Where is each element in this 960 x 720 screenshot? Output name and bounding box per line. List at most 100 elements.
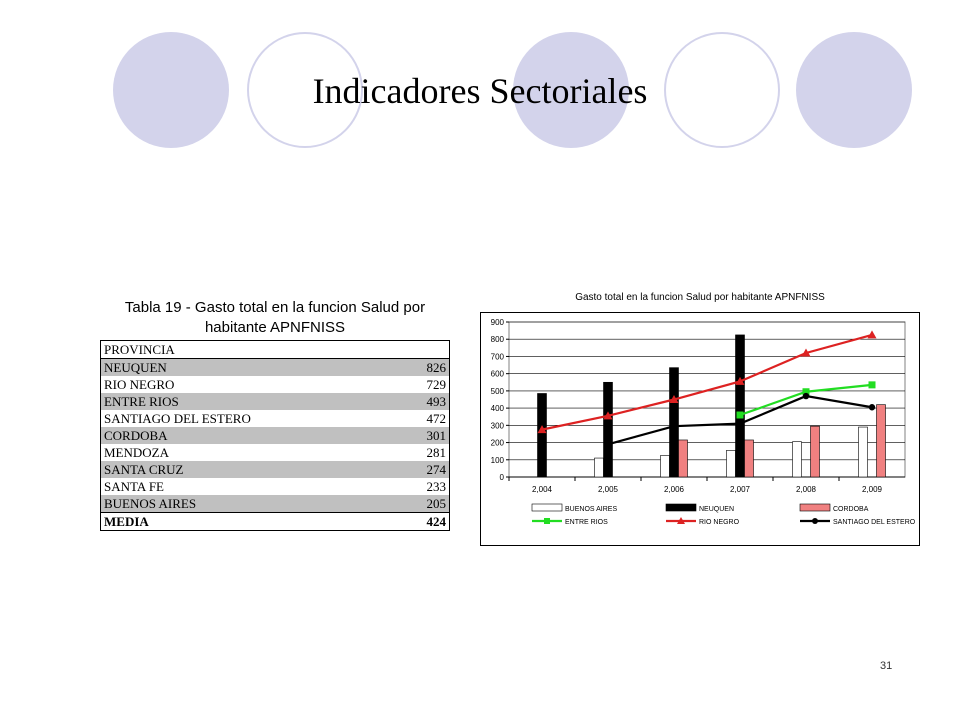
decor-circle-4	[664, 32, 780, 148]
y-tick-label: 300	[491, 421, 505, 430]
x-tick-label: 2,009	[862, 485, 883, 494]
table-caption-line2: habitante APNFNISS	[204, 319, 346, 336]
line-rio-negro	[541, 333, 873, 431]
y-tick-label: 800	[491, 335, 505, 344]
point-entre-rios	[802, 388, 810, 396]
table-header-row: PROVINCIA	[100, 340, 450, 359]
province-value-cell: 274	[403, 461, 450, 478]
province-value-cell: 472	[426, 411, 447, 426]
bar-buenos-aires	[726, 450, 736, 478]
y-tick-label: 900	[491, 318, 505, 327]
table-row: SANTIAGO DEL ESTERO 472	[101, 410, 450, 427]
table-header-cell: PROVINCIA	[100, 340, 450, 359]
province-name-cell: ENTRE RIOS	[100, 393, 403, 410]
chart-title: Gasto total en la funcion Salud por habi…	[575, 292, 825, 303]
legend-swatch-buenos-aires	[531, 503, 563, 512]
bar-neuquen	[735, 334, 745, 478]
bar-cordoba	[744, 439, 754, 478]
chart-svg: 0 100 200 300 400 500 600 700 800 900 2,004 2,005 2,…	[491, 318, 916, 526]
page-number: 31	[880, 660, 893, 672]
table-caption-line1: Tabla 19 - Gasto total en la funcion Sal…	[124, 299, 426, 316]
legend-label: SANTIAGO DEL ESTERO	[833, 519, 916, 526]
point-rio-negro	[867, 330, 877, 339]
table-row: NEUQUEN 826	[100, 358, 450, 376]
bar-cordoba	[810, 425, 820, 478]
province-value-cell: 281	[426, 445, 447, 460]
table-body: PROVINCIA NEUQUEN 826 RIO NEGRO 729 ENTRE RI…	[100, 340, 450, 531]
province-name-cell: SANTA FE	[104, 479, 164, 494]
legend-label: CORDOBA	[833, 506, 869, 513]
bar-neuquen	[537, 393, 547, 478]
bar-neuquen	[603, 381, 613, 478]
province-name-cell: MENDOZA	[104, 445, 169, 460]
decor-circle-1	[113, 32, 229, 148]
bar-buenos-aires	[660, 455, 670, 478]
point-santiago-del-estero	[736, 420, 744, 427]
legend-marker-entre-rios	[544, 518, 550, 524]
province-name-cell: SANTA CRUZ	[100, 461, 403, 478]
point-rio-negro	[537, 425, 547, 434]
x-tick-label: 2,005	[598, 485, 619, 494]
point-santiago-del-estero	[868, 404, 876, 411]
table-row: ENTRE RIOS 493	[100, 393, 450, 410]
point-rio-negro	[801, 348, 811, 357]
point-entre-rios	[736, 411, 744, 419]
decor-circle-2	[247, 32, 363, 148]
footer-value-cell: 424	[403, 512, 450, 531]
y-tick-label: 200	[491, 439, 505, 448]
point-rio-negro	[735, 376, 745, 385]
point-santiago-del-estero	[670, 422, 678, 430]
point-entre-rios	[868, 381, 876, 389]
point-rio-negro	[603, 411, 613, 420]
legend-marker-santiago-del-estero	[812, 518, 818, 524]
bar-neuquen	[669, 367, 679, 478]
province-value-cell: 233	[426, 479, 447, 494]
province-value-cell: 301	[403, 427, 450, 444]
point-santiago-del-estero	[604, 441, 612, 448]
province-name-cell: SANTIAGO DEL ESTERO	[104, 411, 251, 426]
footer-label-cell: MEDIA	[100, 512, 403, 531]
plot-area	[508, 321, 906, 478]
x-tick-label: 2,006	[664, 485, 685, 494]
chart-frame	[480, 312, 920, 546]
legend-label: NEUQUEN	[699, 506, 734, 513]
legend-label: RIO NEGRO	[699, 519, 740, 526]
table-caption: Tabla 19 - Gasto total en la funcion Sal…	[100, 298, 450, 338]
province-value-cell: 493	[403, 393, 450, 410]
table-row: BUENOS AIRES 205	[100, 495, 450, 513]
province-name-cell: NEUQUEN	[100, 358, 403, 376]
bar-buenos-aires	[792, 441, 802, 478]
x-tick-label: 2,007	[730, 485, 751, 494]
legend-swatch-neuquen	[665, 503, 697, 512]
legend-label: ENTRE RIOS	[565, 519, 608, 526]
province-name-cell: CORDOBA	[100, 427, 403, 444]
x-tick-label: 2,008	[796, 485, 817, 494]
y-tick-label: 700	[491, 352, 505, 361]
bar-cordoba	[678, 439, 688, 478]
y-tick-label: 400	[491, 404, 505, 413]
table-row: SANTA FE 233	[101, 478, 450, 495]
legend-label: BUENOS AIRES	[565, 506, 617, 513]
legend-swatch-cordoba	[799, 503, 831, 512]
point-rio-negro	[669, 395, 679, 403]
table-row: CORDOBA 301	[100, 427, 450, 444]
bar-buenos-aires	[858, 426, 868, 478]
y-tick-label: 600	[491, 370, 505, 379]
province-name-cell: RIO NEGRO	[104, 377, 175, 392]
province-value-cell: 826	[403, 358, 450, 376]
table-row: SANTA CRUZ 274	[100, 461, 450, 478]
legend-marker-rio-negro	[677, 517, 685, 524]
table-footer-row: MEDIA 424	[100, 512, 450, 531]
bar-cordoba	[876, 404, 886, 478]
province-value-cell: 205	[403, 495, 450, 513]
y-tick-label: 100	[491, 456, 505, 465]
province-table: PROVINCIA NEUQUEN 826 RIO NEGRO 729 ENTRE RI…	[100, 340, 450, 531]
province-name-cell: BUENOS AIRES	[100, 495, 403, 513]
table-row: MENDOZA 281	[101, 444, 450, 461]
bar-buenos-aires	[594, 457, 604, 478]
table-row: RIO NEGRO 729	[101, 376, 450, 393]
x-tick-label: 2,004	[532, 485, 553, 494]
slide-title: Indicadores Sectoriales	[312, 71, 648, 111]
decor-circle-5	[796, 32, 912, 148]
y-tick-label: 500	[491, 387, 505, 396]
